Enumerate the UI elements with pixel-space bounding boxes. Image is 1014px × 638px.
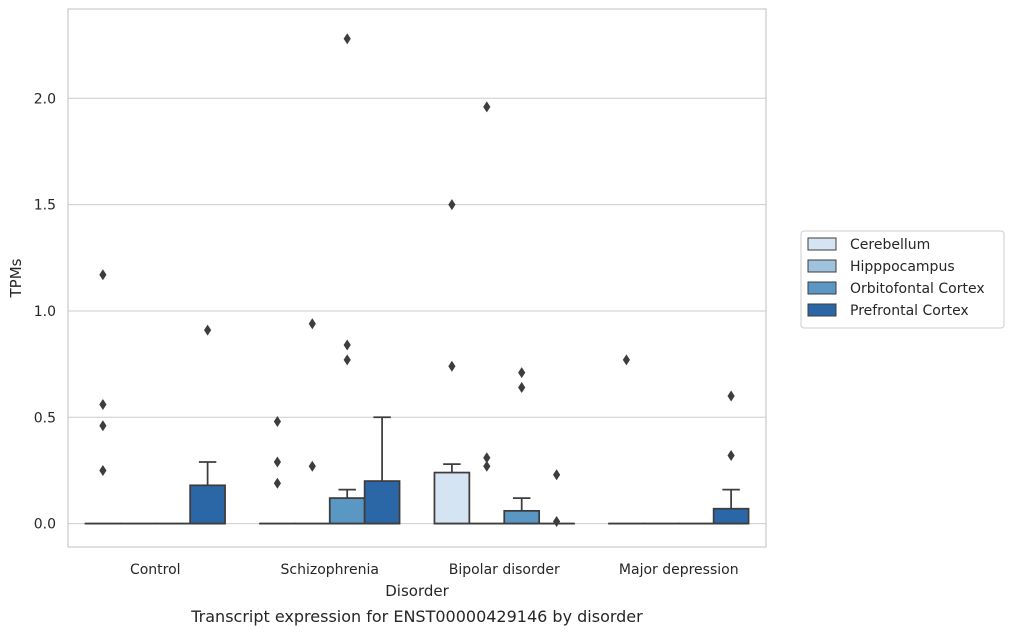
box-body xyxy=(365,481,400,524)
legend-label: Cerebellum xyxy=(850,237,930,253)
legend-label: Orbitofontal Cortex xyxy=(850,281,985,297)
box-body xyxy=(504,511,539,524)
y-tick-label: 1.5 xyxy=(34,198,56,214)
figure-caption: Transcript expression for ENST0000042914… xyxy=(190,607,643,626)
y-tick-label: 2.0 xyxy=(34,91,56,107)
x-axis-label: Disorder xyxy=(385,582,449,600)
y-tick-label: 0.0 xyxy=(34,517,56,533)
y-tick-label: 0.5 xyxy=(34,410,56,426)
y-axis-label: TPMs xyxy=(7,258,25,298)
x-tick-label: Schizophrenia xyxy=(281,562,379,578)
legend-swatch xyxy=(808,282,836,294)
box-body xyxy=(714,509,749,524)
legend-swatch xyxy=(808,260,836,272)
legend: Cerebellum Hipppocampus Orbitofontal Corte… xyxy=(801,231,1004,328)
y-tick-label: 1.0 xyxy=(34,304,56,320)
legend-swatch xyxy=(808,304,836,316)
box-body xyxy=(330,498,365,524)
legend-swatch xyxy=(808,238,836,250)
legend-label: Prefrontal Cortex xyxy=(850,303,969,319)
x-tick-label: Control xyxy=(130,562,181,578)
legend-label: Hipppocampus xyxy=(850,259,955,275)
box-body xyxy=(434,473,469,524)
box-body xyxy=(190,485,225,523)
x-tick-label: Bipolar disorder xyxy=(449,562,560,578)
x-tick-label: Major depression xyxy=(619,562,739,578)
